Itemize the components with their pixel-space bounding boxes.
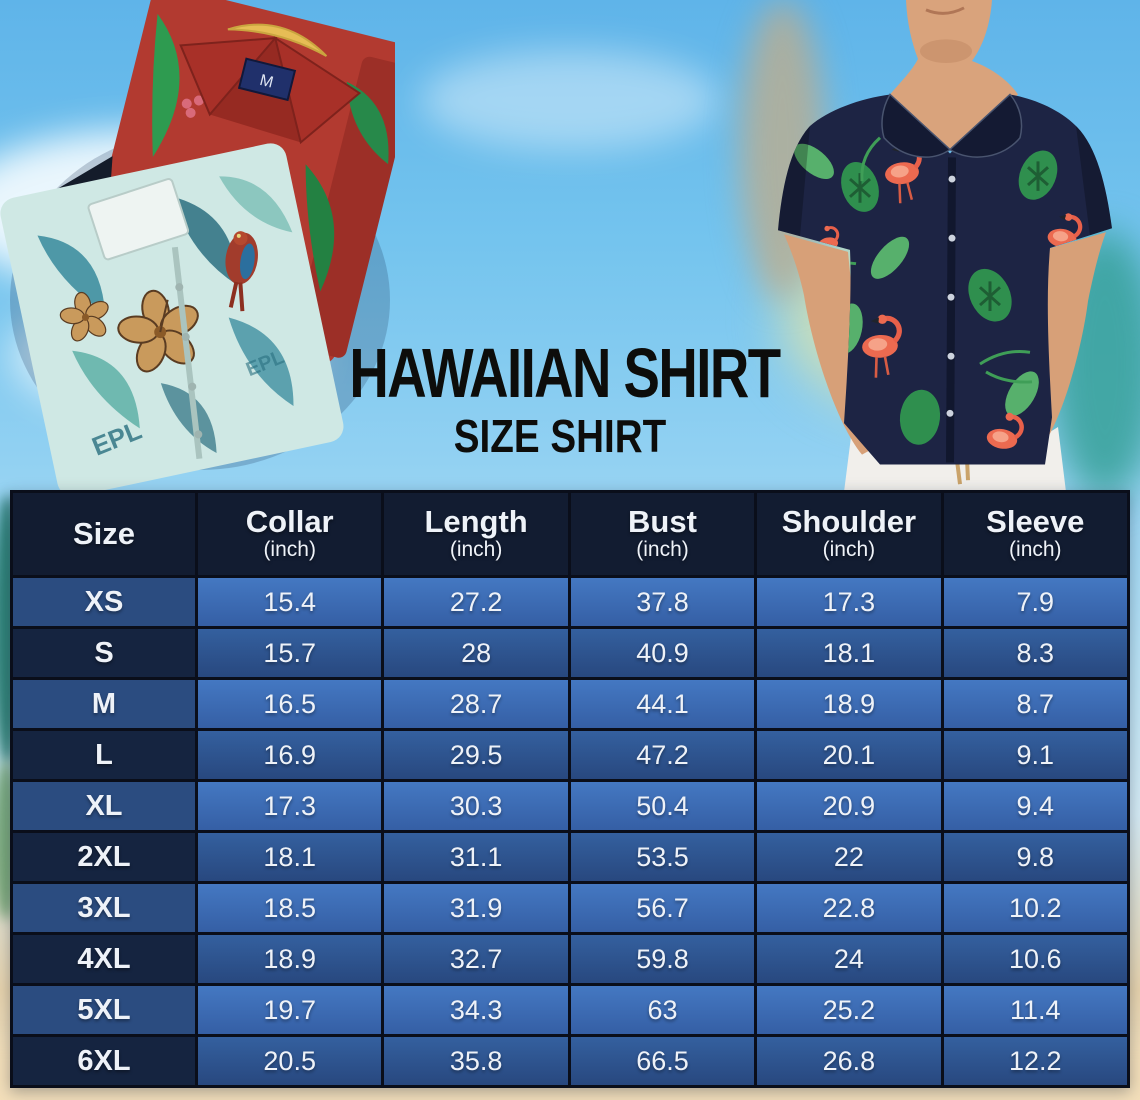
size-chart-table: Size Collar (inch) Length (inch) Bust (inch) Sh… [10,490,1130,1088]
measurement-value: 50.4 [570,782,755,830]
measurement-value: 63 [570,986,755,1034]
measurement-value: 56.7 [570,884,755,932]
column-header-size: Size [13,493,195,575]
measurement-value: 47.2 [570,731,755,779]
size-label-xl: XL [13,782,195,830]
folded-hawaiian-shirts-photo: M [0,0,395,495]
measurement-value: 35.8 [384,1037,568,1085]
measurement-value: 29.5 [384,731,568,779]
teal-hawaiian-shirt: EPL EPL [0,143,344,495]
page-subtitle: SIZE SHIRT [453,409,667,462]
measurement-value: 44.1 [570,680,755,728]
column-label: Shoulder [781,503,917,539]
measurement-value: 37.8 [570,578,755,626]
measurement-value: 18.5 [198,884,382,932]
size-label-xs: XS [13,578,195,626]
measurement-value: 40.9 [570,629,755,677]
column-label: Collar [245,503,334,539]
measurement-value: 22.8 [757,884,941,932]
measurement-value: 11.4 [943,986,1127,1034]
column-unit: (inch) [636,538,689,562]
column-unit: (inch) [263,538,316,562]
shirt-logo-banner [227,23,328,57]
measurement-value: 31.9 [384,884,568,932]
column-header-shoulder: Shoulder (inch) [757,493,941,575]
measurement-value: 18.9 [198,935,382,983]
cloud [420,50,720,150]
column-label: Sleeve [986,503,1085,539]
shirt-collar [948,93,1023,158]
measurement-value: 28 [384,629,568,677]
column-header-collar: Collar (inch) [198,493,382,575]
measurement-value: 9.4 [943,782,1127,830]
measurement-value: 66.5 [570,1037,755,1085]
title-block: HAWAIIAN SHIRT SIZE SHIRT [290,334,830,463]
size-label-4xl: 4XL [13,935,195,983]
model-wearing-flamingo-shirt-photo [778,0,1112,492]
measurement-value: 8.7 [943,680,1127,728]
measurement-value: 19.7 [198,986,382,1034]
measurement-value: 59.8 [570,935,755,983]
measurement-value: 24 [757,935,941,983]
measurement-value: 16.9 [198,731,382,779]
measurement-value: 18.1 [198,833,382,881]
measurement-value: 16.5 [198,680,382,728]
measurement-value: 10.2 [943,884,1127,932]
size-label-3xl: 3XL [13,884,195,932]
measurement-value: 9.1 [943,731,1127,779]
column-label: Size [72,515,136,551]
measurement-value: 18.1 [757,629,941,677]
page-title: HAWAIIAN SHIRT [349,334,781,412]
measurement-value: 10.6 [943,935,1127,983]
measurement-value: 32.7 [384,935,568,983]
column-unit: (inch) [1009,538,1062,562]
column-label: Bust [628,503,697,539]
measurement-value: 17.3 [198,782,382,830]
measurement-value: 31.1 [384,833,568,881]
measurement-value: 8.3 [943,629,1127,677]
column-header-sleeve: Sleeve (inch) [943,493,1127,575]
measurement-value: 26.8 [757,1037,941,1085]
parrot-print [225,231,258,312]
measurement-value: 25.2 [757,986,941,1034]
column-header-length: Length (inch) [384,493,568,575]
size-label-m: M [13,680,195,728]
shirt-collar [881,93,952,158]
measurement-value: 30.3 [384,782,568,830]
measurement-value: 34.3 [384,986,568,1034]
shirt-neck-label [237,57,297,102]
measurement-value: 20.9 [757,782,941,830]
column-label: Length [424,503,528,539]
chest-pocket [87,178,190,261]
shirt-size-tag-letter: M [258,72,275,92]
column-header-bust: Bust (inch) [570,493,755,575]
measurement-value: 7.9 [943,578,1127,626]
size-label-l: L [13,731,195,779]
measurement-value: 15.4 [198,578,382,626]
measurement-value: 20.5 [198,1037,382,1085]
measurement-value: 20.1 [757,731,941,779]
measurement-value: 27.2 [384,578,568,626]
measurement-value: 22 [757,833,941,881]
measurement-value: 9.8 [943,833,1127,881]
measurement-value: 53.5 [570,833,755,881]
column-unit: (inch) [822,538,876,562]
measurement-value: 12.2 [943,1037,1127,1085]
measurement-value: 15.7 [198,629,382,677]
measurement-value: 17.3 [757,578,941,626]
column-unit: (inch) [449,538,503,562]
size-label-6xl: 6XL [13,1037,195,1085]
measurement-value: 28.7 [384,680,568,728]
size-label-s: S [13,629,195,677]
measurement-value: 18.9 [757,680,941,728]
shirt-buttons [946,175,956,417]
size-label-2xl: 2XL [13,833,195,881]
size-label-5xl: 5XL [13,986,195,1034]
neck [890,0,1018,150]
